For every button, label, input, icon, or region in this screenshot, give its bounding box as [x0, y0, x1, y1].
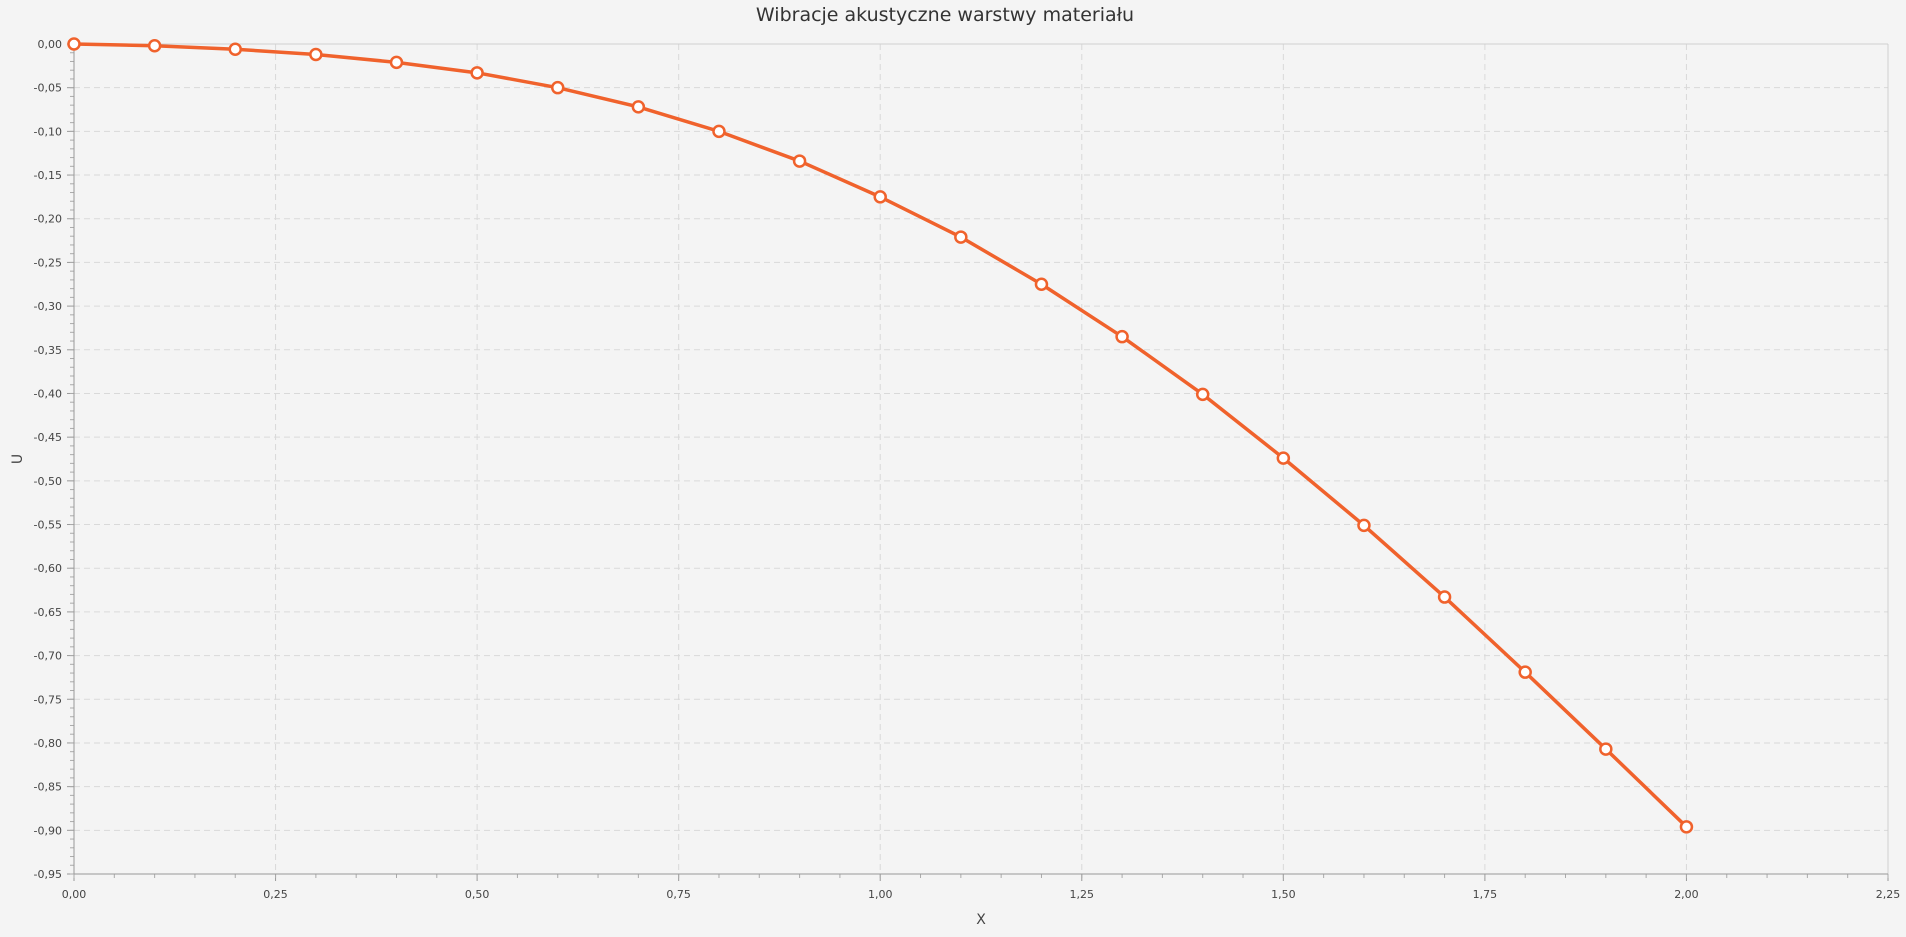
- data-point[interactable]: [631, 100, 646, 114]
- series-layer: [67, 37, 1694, 834]
- data-point[interactable]: [712, 124, 726, 139]
- y-axis-title: U: [10, 454, 26, 464]
- y-tick-label: -0,05: [34, 82, 62, 95]
- x-tick-label: 0,25: [263, 888, 288, 901]
- data-point[interactable]: [1276, 451, 1291, 465]
- x-tick-label: 2,25: [1876, 888, 1901, 901]
- grid: [74, 44, 1889, 874]
- y-tick-label: -0,85: [34, 781, 62, 794]
- chart-title: Wibracje akustyczne warstwy materiału: [755, 4, 1135, 26]
- y-tick-label: -0,75: [34, 693, 62, 706]
- y-tick-label: -0,10: [34, 125, 62, 138]
- y-tick-label: -0,40: [34, 387, 62, 400]
- y-tick-label: -0,55: [34, 519, 62, 532]
- x-tick-label: 1,25: [1070, 888, 1095, 901]
- data-point[interactable]: [1679, 820, 1694, 834]
- x-tick-label: 1,75: [1473, 888, 1498, 901]
- x-tick-label: 0,50: [465, 888, 490, 901]
- data-point[interactable]: [1195, 387, 1210, 402]
- y-tick-label: -0,60: [34, 562, 62, 575]
- data-point[interactable]: [1034, 277, 1049, 292]
- y-tick-label: -0,90: [34, 824, 62, 837]
- x-tick-label: 0,00: [62, 888, 87, 901]
- x-tick-label: 1,50: [1271, 888, 1296, 901]
- y-tick-label: -0,70: [34, 650, 62, 663]
- data-point[interactable]: [792, 154, 807, 168]
- data-point[interactable]: [1518, 665, 1532, 679]
- x-tick-label: 2,00: [1674, 888, 1699, 901]
- y-tick-label: 0,00: [38, 38, 63, 51]
- data-point[interactable]: [67, 37, 81, 51]
- y-tick-label: -0,25: [34, 256, 62, 269]
- data-point[interactable]: [389, 55, 404, 70]
- data-point[interactable]: [1437, 590, 1452, 604]
- data-point[interactable]: [954, 230, 968, 244]
- y-tick-label: -0,45: [34, 431, 62, 444]
- data-point[interactable]: [1357, 518, 1371, 533]
- y-tick-label: -0,95: [34, 868, 62, 881]
- y-tick-label: -0,65: [34, 606, 62, 619]
- y-tick-label: -0,80: [34, 737, 62, 750]
- data-point[interactable]: [228, 42, 242, 56]
- y-tick-label: -0,15: [34, 169, 62, 182]
- x-tick-label: 1,00: [868, 888, 893, 901]
- data-point[interactable]: [1599, 742, 1613, 756]
- data-point[interactable]: [1115, 329, 1129, 344]
- y-tick-label: -0,20: [34, 213, 62, 226]
- data-point[interactable]: [550, 80, 565, 95]
- data-point[interactable]: [309, 47, 323, 62]
- axes: 0,00 0,25 0,50 0,75 1,00 1,25 1,50 1,75 2,00 2,25…: [34, 38, 1901, 901]
- y-tick-label: -0,35: [34, 344, 62, 357]
- data-point[interactable]: [470, 66, 484, 80]
- y-tick-label: -0,50: [34, 475, 62, 488]
- y-tick-label: -0,30: [34, 300, 62, 313]
- x-tick-label: 0,75: [666, 888, 691, 901]
- data-point[interactable]: [873, 190, 887, 204]
- x-axis-title: X: [976, 912, 986, 928]
- data-point[interactable]: [147, 38, 162, 53]
